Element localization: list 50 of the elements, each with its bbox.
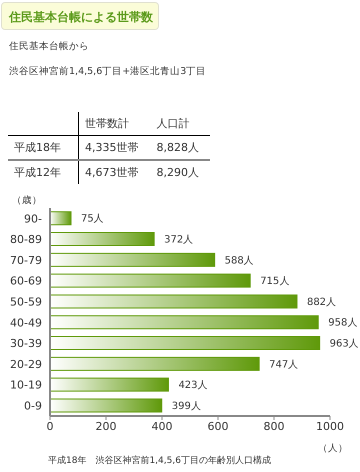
x-tick-label: 200	[96, 420, 116, 433]
data-label: 423人	[178, 380, 208, 392]
text: 平成12年	[8, 160, 78, 184]
x-tick-label: 1000	[316, 420, 344, 433]
bar	[50, 252, 216, 267]
data-label: 963人	[330, 338, 359, 350]
bar	[50, 315, 319, 330]
bar	[50, 211, 72, 226]
text: 渋谷区神宮前1,4,5,6丁目+港区北青山3丁目	[9, 65, 206, 78]
y-tick-label: 90-	[24, 212, 42, 226]
text: 8,290人	[156, 165, 200, 181]
text: 平成18年 渋谷区神宮前1,4,5,6丁目の年齢別人口構成	[48, 454, 271, 467]
text: 4,335世帯	[84, 140, 140, 156]
data-label: 747人	[269, 359, 298, 370]
bar	[50, 378, 169, 392]
x-axis-title: （人）	[318, 442, 348, 455]
text: 4,673世帯	[84, 165, 140, 181]
text: 世帯数計	[84, 116, 130, 132]
y-tick-label: 30-39	[10, 337, 42, 350]
text: 住民基本台帳から	[9, 40, 89, 53]
bar	[50, 274, 251, 288]
y-tick-label: 40-49	[10, 316, 42, 330]
bar	[50, 294, 298, 308]
data-label: 588人	[224, 255, 254, 266]
text: 人口計	[156, 116, 191, 132]
bar	[50, 398, 162, 412]
y-tick-label: 80-89	[10, 233, 42, 246]
x-tick-label: 600	[208, 420, 228, 433]
y-axis-title: （歳）	[12, 194, 42, 207]
y-tick-label: 50-59	[10, 296, 42, 309]
y-tick-label: 70-79	[10, 254, 42, 267]
text: 8,828人	[156, 140, 200, 156]
data-label: 882人	[306, 296, 336, 308]
text: 住民基本台帳による世帯数	[1, 2, 159, 30]
y-tick-label: 20-29	[10, 358, 42, 371]
y-tick-label: 0-9	[24, 400, 42, 413]
y-tick-label: 60-69	[10, 274, 42, 288]
data-label: 75人	[81, 214, 104, 225]
data-label: 715人	[260, 276, 290, 288]
x-tick-label: 800	[264, 420, 284, 433]
bar	[50, 356, 260, 371]
bar	[50, 336, 320, 350]
x-tick-label: 0	[46, 420, 54, 433]
text: 平成18年	[8, 136, 78, 160]
bar	[50, 232, 155, 246]
x-tick-label: 400	[152, 420, 172, 433]
data-label: 372人	[164, 234, 194, 246]
y-tick-label: 10-19	[10, 378, 42, 392]
data-label: 399人	[172, 400, 201, 412]
data-label: 958人	[328, 318, 358, 329]
